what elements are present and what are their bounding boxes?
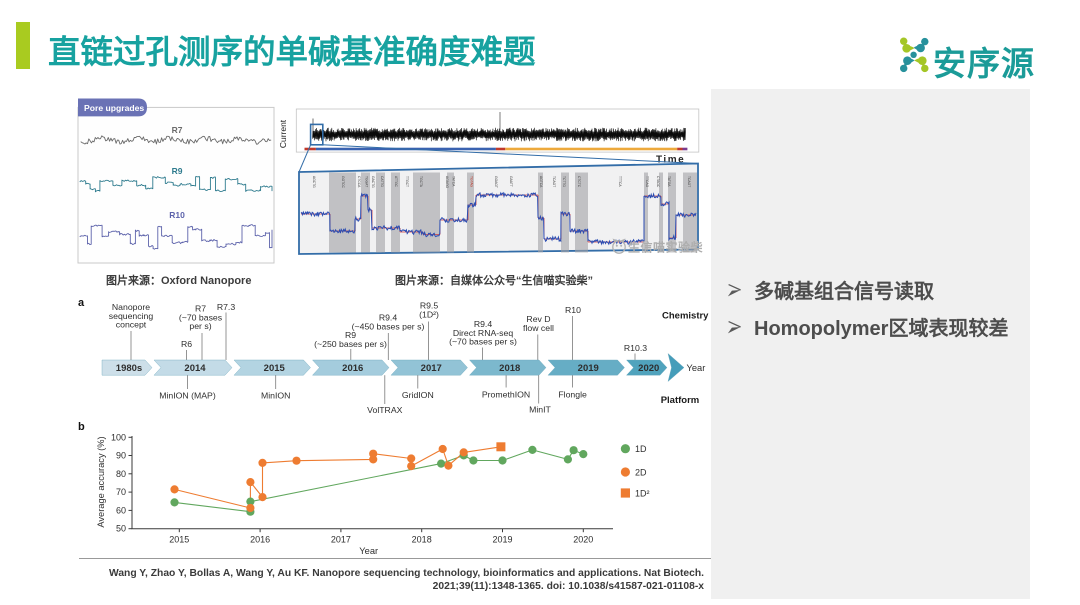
svg-text:TATGA: TATGA <box>667 176 671 187</box>
svg-text:Current: Current <box>278 119 288 148</box>
svg-text:MinIT: MinIT <box>529 405 551 415</box>
svg-text:PromethION: PromethION <box>482 390 530 400</box>
svg-text:Nanopore: Nanopore <box>112 302 150 312</box>
svg-text:R10: R10 <box>565 305 581 315</box>
svg-text:Average accuracy (%): Average accuracy (%) <box>96 436 106 527</box>
svg-text:2014: 2014 <box>184 363 206 374</box>
svg-text:TCAGT: TCAGT <box>687 176 691 187</box>
svg-text:(1D²): (1D²) <box>419 309 439 319</box>
svg-text:b: b <box>78 421 85 433</box>
svg-text:生信喵实验柴: 生信喵实验柴 <box>628 240 704 255</box>
svg-text:TATCA: TATCA <box>452 176 456 187</box>
svg-text:R10.3: R10.3 <box>624 343 647 353</box>
svg-text:Platform: Platform <box>661 395 700 406</box>
svg-text:VolTRAX: VolTRAX <box>367 405 402 415</box>
svg-text:R9.5: R9.5 <box>420 301 439 311</box>
svg-text:GridION: GridION <box>402 390 434 400</box>
svg-text:GGAGT: GGAGT <box>494 176 498 188</box>
svg-text:TCAGT: TCAGT <box>552 176 556 187</box>
svg-text:60: 60 <box>116 505 126 515</box>
svg-text:GACTG: GACTG <box>371 176 375 188</box>
svg-text:TGGAT: TGGAT <box>365 176 369 187</box>
svg-text:R9: R9 <box>172 166 183 176</box>
svg-text:R7: R7 <box>172 125 183 135</box>
svg-text:MinION: MinION <box>261 391 290 401</box>
svg-text:CATTG: CATTG <box>380 176 384 187</box>
svg-text:R7.3: R7.3 <box>217 302 236 312</box>
svg-text:AGCTG: AGCTG <box>312 176 316 188</box>
svg-text:R10: R10 <box>169 210 185 220</box>
svg-text:Chemistry: Chemistry <box>662 311 709 322</box>
svg-text:100: 100 <box>111 432 126 442</box>
svg-text:R9.4: R9.4 <box>379 313 398 323</box>
svg-text:Year: Year <box>359 546 378 556</box>
svg-text:Pore upgrades: Pore upgrades <box>84 103 144 113</box>
svg-text:TGTAG: TGTAG <box>470 176 474 188</box>
svg-text:70: 70 <box>116 487 126 497</box>
svg-text:a: a <box>78 297 85 309</box>
svg-text:sequencing: sequencing <box>109 311 154 321</box>
svg-text:CTCCA: CTCCA <box>357 176 361 188</box>
svg-text:R9.4: R9.4 <box>474 319 493 329</box>
svg-text:R6: R6 <box>181 339 192 349</box>
svg-text:2020: 2020 <box>638 363 659 374</box>
svg-text:2016: 2016 <box>342 363 363 374</box>
svg-text:TTCAG: TTCAG <box>645 176 649 188</box>
svg-text:(~450 bases per s): (~450 bases per s) <box>352 321 425 331</box>
svg-text:concept: concept <box>116 320 147 330</box>
svg-text:90: 90 <box>116 451 126 461</box>
svg-text:ATTGC: ATTGC <box>394 176 398 188</box>
svg-text:1D: 1D <box>635 444 647 454</box>
svg-text:2017: 2017 <box>421 363 442 374</box>
svg-text:Direct RNA-seq: Direct RNA-seq <box>453 328 514 338</box>
svg-text:2015: 2015 <box>264 363 286 374</box>
svg-text:2019: 2019 <box>492 535 512 545</box>
svg-text:CTAGC: CTAGC <box>656 176 660 188</box>
svg-text:2018: 2018 <box>499 363 520 374</box>
svg-text:Time: Time <box>656 155 685 166</box>
svg-text:2019: 2019 <box>578 363 599 374</box>
svg-text:2018: 2018 <box>412 535 432 545</box>
svg-text:2016: 2016 <box>250 535 270 545</box>
svg-text:GGTCC: GGTCC <box>341 176 345 189</box>
svg-text:TGCTA: TGCTA <box>419 176 423 188</box>
svg-text:(~70 bases per s): (~70 bases per s) <box>449 337 517 347</box>
svg-text:TCTTG: TCTTG <box>562 176 566 187</box>
svg-text:TTGCT: TTGCT <box>405 176 409 187</box>
svg-text:per s): per s) <box>189 321 211 331</box>
svg-text:80: 80 <box>116 469 126 479</box>
svg-text:(~250 bases per s): (~250 bases per s) <box>314 339 387 349</box>
svg-text:GAATT: GAATT <box>509 176 513 187</box>
svg-text:flow cell: flow cell <box>523 323 554 333</box>
svg-text:Rev D: Rev D <box>526 314 550 324</box>
svg-text:2D: 2D <box>635 467 647 477</box>
svg-text:R7: R7 <box>195 304 206 314</box>
svg-text:R9: R9 <box>345 330 356 340</box>
svg-text:Flongle: Flongle <box>558 390 587 400</box>
svg-text:AGTCA: AGTCA <box>539 176 543 188</box>
svg-text:AGAGG: AGAGG <box>445 176 449 189</box>
svg-text:1D²: 1D² <box>635 489 650 499</box>
svg-text:TTTCA: TTTCA <box>618 176 622 187</box>
svg-text:50: 50 <box>116 524 126 534</box>
svg-text:2020: 2020 <box>573 535 593 545</box>
svg-text:(~70 bases: (~70 bases <box>179 312 223 322</box>
svg-text:Year: Year <box>687 363 706 373</box>
svg-text:MinION (MAP): MinION (MAP) <box>159 391 216 401</box>
svg-text:2015: 2015 <box>169 535 189 545</box>
svg-text:CTCTC: CTCTC <box>577 176 581 188</box>
svg-text:1980s: 1980s <box>116 363 142 374</box>
svg-text:2017: 2017 <box>331 535 351 545</box>
